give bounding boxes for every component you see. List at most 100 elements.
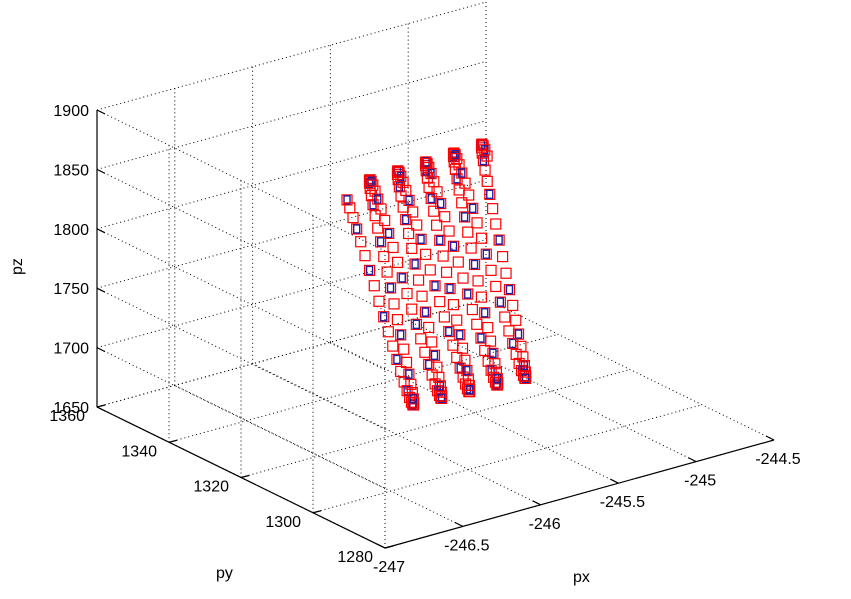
data-point-marker	[490, 218, 502, 230]
data-point-marker	[435, 197, 447, 210]
data-point-inner-marker	[436, 381, 445, 391]
data-point-inner-marker	[481, 145, 489, 155]
x-tick-mark	[532, 500, 541, 506]
data-point-inner-marker	[481, 308, 489, 318]
data-point-marker	[465, 242, 477, 254]
data-point-marker	[499, 311, 511, 323]
x-tick-mark	[454, 521, 464, 527]
data-point-marker	[462, 288, 474, 300]
data-point-inner-marker	[365, 265, 374, 276]
data-point-marker	[459, 177, 471, 189]
y-axis-label: py	[216, 565, 233, 582]
data-point-marker	[443, 325, 455, 338]
data-point-inner-marker	[396, 330, 405, 340]
y-tick-mark	[312, 510, 322, 514]
data-point-inner-marker	[409, 394, 418, 404]
data-point-marker	[482, 321, 494, 334]
data-point-marker	[359, 250, 371, 262]
data-markers	[341, 138, 532, 411]
data-point-inner-marker	[405, 195, 413, 206]
data-point-marker	[387, 340, 399, 352]
data-point-inner-marker	[521, 373, 530, 384]
data-point-marker	[472, 275, 484, 287]
data-point-marker	[363, 264, 376, 277]
data-point-marker	[468, 258, 481, 271]
data-point-inner-marker	[463, 365, 471, 376]
y-tick-mark	[384, 545, 394, 549]
x-tick-mark	[687, 457, 697, 463]
data-point-inner-marker	[486, 189, 494, 200]
x-tick-mark	[610, 478, 619, 484]
data-point-marker	[400, 214, 412, 226]
z-axis-label: pz	[9, 258, 26, 275]
data-point-marker	[485, 264, 497, 276]
data-point-marker	[382, 326, 394, 338]
data-point-inner-marker	[458, 168, 466, 178]
z-tick-mark	[96, 287, 106, 293]
data-point-marker	[410, 318, 422, 330]
data-point-inner-marker	[397, 171, 405, 182]
z-tick-label: 1700	[53, 341, 89, 358]
axis-layer	[96, 109, 775, 549]
data-point-marker	[347, 211, 359, 224]
data-point-marker	[431, 219, 443, 231]
data-point-marker	[487, 203, 499, 215]
data-point-marker	[496, 251, 509, 263]
floor-grid-line	[168, 333, 559, 443]
data-point-marker	[438, 311, 450, 323]
data-point-inner-marker	[430, 350, 439, 360]
data-point-inner-marker	[380, 312, 388, 322]
data-point-marker	[387, 241, 399, 254]
data-point-inner-marker	[437, 393, 446, 404]
data-point-marker	[368, 280, 380, 292]
data-point-marker	[375, 203, 387, 215]
y-tick-mark	[168, 439, 178, 443]
back-wall-grid-line	[96, 298, 487, 408]
data-point-marker	[406, 387, 418, 399]
data-point-marker	[403, 194, 415, 206]
y-tick-label: 1340	[121, 443, 157, 460]
data-point-marker	[409, 258, 421, 270]
data-point-marker	[412, 274, 425, 286]
data-point-marker	[437, 250, 449, 262]
data-point-marker	[439, 211, 451, 223]
z-tick-mark	[96, 347, 106, 353]
data-point-marker	[434, 295, 446, 308]
z-tick-label: 1800	[53, 222, 89, 239]
data-point-marker	[407, 206, 419, 218]
data-point-inner-marker	[449, 241, 458, 251]
data-point-marker	[395, 329, 407, 341]
y-tick-mark	[96, 404, 106, 408]
data-point-marker	[355, 236, 367, 248]
data-point-marker	[493, 234, 505, 246]
data-point-marker	[448, 240, 460, 252]
data-point-marker	[451, 314, 463, 326]
data-point-marker	[494, 296, 506, 308]
y-tick-label: 1300	[265, 514, 301, 531]
data-point-marker	[428, 349, 441, 361]
data-point-marker	[490, 366, 502, 378]
data-point-inner-marker	[460, 212, 469, 222]
data-point-marker	[515, 340, 527, 352]
data-point-marker	[419, 248, 432, 260]
data-point-marker	[479, 307, 491, 319]
data-point-inner-marker	[412, 319, 421, 330]
data-point-marker	[456, 197, 468, 209]
data-point-marker	[416, 290, 428, 302]
data-point-marker	[395, 170, 407, 182]
data-point-inner-marker	[376, 237, 385, 247]
data-point-inner-marker	[427, 168, 435, 179]
data-point-marker	[373, 295, 385, 307]
data-point-inner-marker	[405, 369, 413, 379]
data-point-marker	[452, 256, 464, 268]
data-point-marker	[367, 179, 379, 191]
data-point-inner-marker	[437, 198, 445, 209]
data-point-marker	[467, 202, 479, 214]
data-point-inner-marker	[402, 214, 410, 225]
data-point-marker	[512, 328, 525, 340]
data-point-inner-marker	[456, 330, 464, 340]
data-point-inner-marker	[514, 329, 523, 339]
floor-grid-line	[330, 341, 619, 484]
y-tick-mark	[240, 474, 250, 479]
data-point-inner-marker	[493, 374, 502, 384]
